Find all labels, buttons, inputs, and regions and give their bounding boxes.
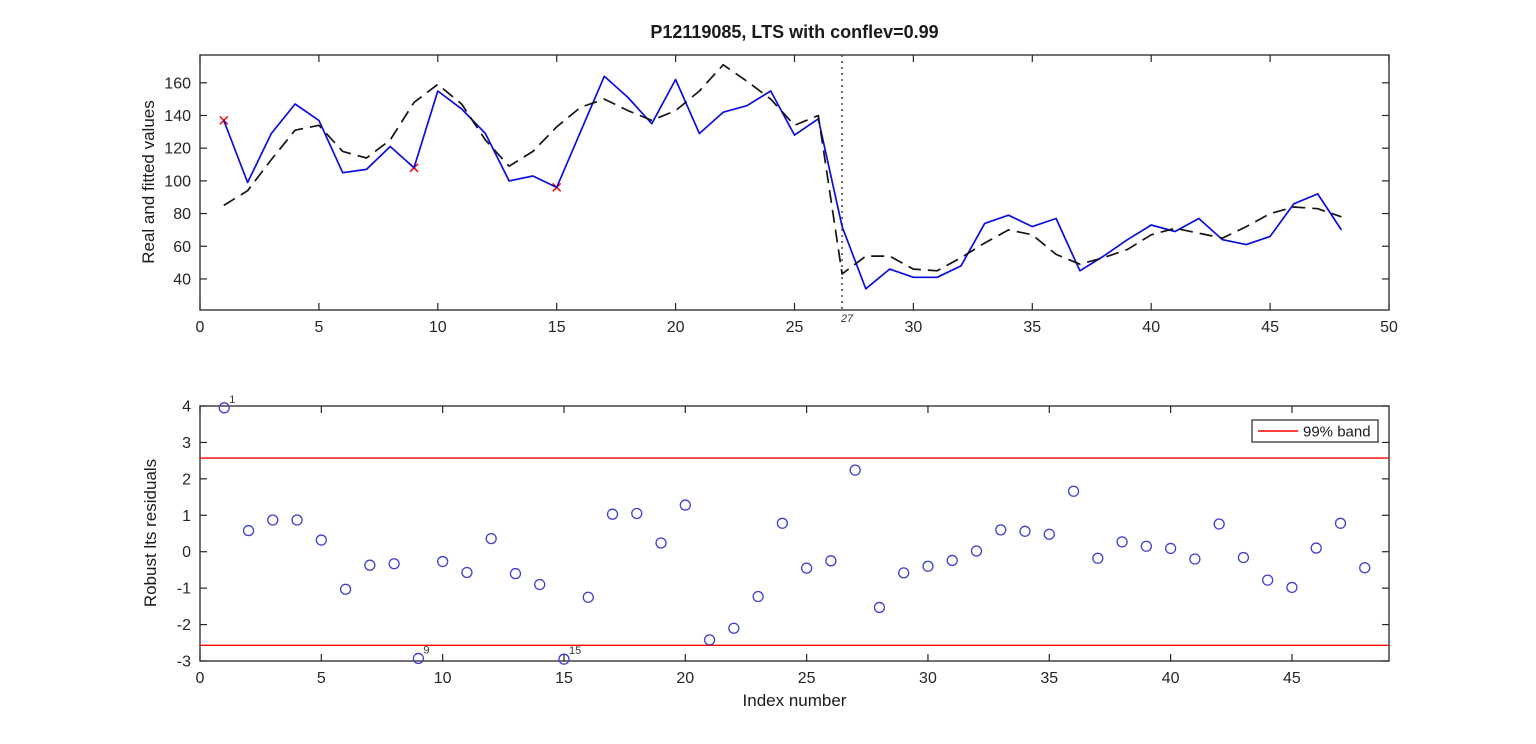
residual-point (800, 562, 813, 574)
residual-point (242, 524, 255, 537)
residual-point (1019, 525, 1031, 537)
plot-border (199, 405, 1390, 662)
residual-point (509, 567, 522, 580)
x-tick-label: 20 (676, 670, 694, 687)
x-tick-label: 50 (1380, 319, 1398, 336)
x-tick-label: 15 (548, 319, 566, 336)
residual-point (995, 524, 1007, 536)
x-tick-label: 20 (667, 319, 685, 336)
x-tick-label: 30 (905, 319, 923, 336)
residual-point (1262, 574, 1274, 586)
residual-point (364, 559, 376, 571)
outlier-x-marker (219, 115, 229, 125)
residual-point (218, 402, 230, 414)
residual-point (1140, 540, 1152, 552)
vline-label: 27 (840, 313, 854, 325)
residual-point (1237, 551, 1250, 564)
residual-point (728, 622, 740, 634)
bottom-xlabel: Index number (742, 691, 847, 710)
chart-title: P12119085, LTS with conflev=0.99 (650, 22, 939, 42)
fitted-line (223, 63, 1342, 275)
residual-point (1334, 517, 1347, 529)
y-tick-label: 160 (164, 75, 191, 92)
residual-point (946, 554, 958, 567)
y-tick-label: -2 (177, 617, 191, 634)
x-tick-label: 45 (1283, 670, 1301, 687)
x-tick-label: 5 (317, 670, 326, 687)
residual-point (873, 601, 886, 614)
y-tick-label: 40 (173, 271, 191, 288)
x-tick-label: 35 (1023, 319, 1041, 336)
residual-point (437, 555, 449, 568)
x-tick-label: 0 (196, 319, 205, 336)
residual-point (606, 508, 619, 520)
legend-box (1251, 419, 1379, 443)
y-tick-label: 120 (164, 141, 191, 158)
real-line (223, 75, 1343, 290)
residual-point (655, 537, 667, 549)
residual-point (291, 514, 303, 526)
y-tick-label: -1 (177, 581, 191, 598)
residual-point (315, 534, 327, 546)
residual-point (534, 578, 546, 591)
x-tick-label: 30 (919, 670, 937, 687)
y-tick-label: 0 (182, 544, 191, 561)
residual-point (582, 591, 594, 603)
y-tick-label: 140 (164, 108, 191, 125)
residual-point (970, 545, 983, 557)
y-tick-label: 100 (164, 173, 191, 190)
residual-point (631, 507, 643, 520)
residual-point (1043, 528, 1055, 540)
residual-point-label: 1 (229, 394, 235, 406)
residual-point (1116, 536, 1128, 548)
x-tick-label: 25 (798, 670, 816, 687)
x-tick-label: 40 (1142, 319, 1160, 336)
residual-point-label: 15 (569, 645, 581, 657)
residual-point (752, 590, 764, 603)
residual-point (703, 634, 716, 646)
residual-point (339, 583, 352, 595)
y-tick-label: 80 (173, 206, 191, 223)
y-tick-label: 4 (182, 399, 191, 416)
residual-point (825, 555, 837, 567)
residual-point (461, 566, 473, 579)
residual-point (679, 499, 691, 511)
x-tick-label: 45 (1261, 319, 1279, 336)
residual-point (1213, 518, 1225, 530)
y-tick-label: 1 (182, 508, 191, 525)
residual-point (485, 532, 497, 545)
residual-point (898, 567, 910, 579)
x-tick-label: 10 (429, 319, 447, 336)
residual-point (267, 514, 279, 526)
residual-point (1092, 552, 1104, 564)
residual-point (849, 464, 861, 476)
x-tick-label: 5 (314, 319, 323, 336)
residual-point (388, 558, 400, 570)
residual-point (1189, 553, 1201, 565)
residual-point (1310, 542, 1322, 554)
residual-point (1359, 562, 1371, 574)
y-tick-label: -3 (177, 654, 191, 671)
y-tick-label: 2 (182, 471, 191, 488)
residual-point-label: 9 (423, 644, 429, 656)
legend-label: 99% band (1303, 424, 1371, 441)
x-tick-label: 10 (434, 670, 452, 687)
residual-point (558, 653, 570, 665)
x-tick-label: 40 (1162, 670, 1180, 687)
x-tick-label: 25 (786, 319, 804, 336)
y-tick-label: 60 (173, 239, 191, 256)
y-tick-label: 3 (182, 435, 191, 452)
x-tick-label: 35 (1040, 670, 1058, 687)
x-tick-label: 0 (196, 670, 205, 687)
residual-point (412, 652, 425, 665)
residual-point (1286, 581, 1298, 594)
residual-point (776, 517, 789, 529)
x-tick-label: 15 (555, 670, 573, 687)
residual-point (922, 560, 934, 572)
plot-border (199, 54, 1390, 311)
residual-point (1164, 542, 1177, 555)
residual-point (1067, 485, 1080, 497)
